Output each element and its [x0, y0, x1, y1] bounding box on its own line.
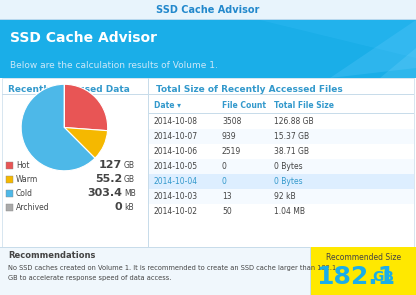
Bar — [311, 247, 416, 295]
Text: kB: kB — [124, 202, 134, 212]
Text: 13: 13 — [222, 192, 232, 201]
Text: 2014-10-03: 2014-10-03 — [154, 192, 198, 201]
Text: 0 Bytes: 0 Bytes — [274, 162, 302, 171]
Text: Archived: Archived — [16, 202, 50, 212]
Text: 0: 0 — [114, 202, 122, 212]
Bar — [149, 173, 414, 174]
Polygon shape — [330, 20, 416, 78]
Bar — [0, 78, 416, 247]
Text: 2014-10-08: 2014-10-08 — [154, 117, 198, 126]
Bar — [0, 0, 416, 20]
Bar — [149, 98, 414, 114]
Bar — [0, 247, 416, 248]
Bar — [0, 247, 416, 295]
Text: 0 Bytes: 0 Bytes — [274, 177, 302, 186]
Text: 50: 50 — [222, 207, 232, 216]
Text: 126.88 GB: 126.88 GB — [274, 117, 314, 126]
Bar — [149, 114, 414, 129]
Text: Total File Size: Total File Size — [274, 101, 334, 111]
Text: File Count: File Count — [222, 101, 266, 111]
Text: Total Size of Recently Accessed Files: Total Size of Recently Accessed Files — [156, 84, 343, 94]
Bar — [148, 78, 149, 247]
Text: 127: 127 — [99, 160, 122, 170]
Text: Recently Accessed Data: Recently Accessed Data — [8, 84, 130, 94]
Text: 15.37 GB: 15.37 GB — [274, 132, 309, 141]
Bar — [149, 144, 414, 159]
Bar — [6, 176, 13, 183]
Bar — [310, 247, 311, 295]
Text: 2014-10-07: 2014-10-07 — [154, 132, 198, 141]
Text: Hot: Hot — [16, 160, 30, 170]
Text: GB to accelerate response speed of data access.: GB to accelerate response speed of data … — [8, 275, 171, 281]
Bar — [149, 129, 414, 144]
Text: 182.1: 182.1 — [316, 265, 395, 289]
Text: GB: GB — [124, 160, 135, 170]
Text: SSD Cache Advisor: SSD Cache Advisor — [156, 5, 260, 15]
Wedge shape — [64, 127, 108, 158]
Text: Recommended Size: Recommended Size — [326, 253, 401, 263]
Text: 1.04 MB: 1.04 MB — [274, 207, 305, 216]
Polygon shape — [260, 20, 416, 58]
Bar — [149, 113, 414, 114]
Bar — [0, 19, 416, 20]
Text: No SSD caches created on Volume 1. It is recommended to create an SSD cache larg: No SSD caches created on Volume 1. It is… — [8, 265, 336, 271]
Bar — [6, 204, 13, 211]
Bar — [2, 78, 414, 247]
Bar — [0, 20, 416, 78]
Text: 92 kB: 92 kB — [274, 192, 296, 201]
Bar — [149, 94, 414, 95]
Text: 2014-10-04: 2014-10-04 — [154, 177, 198, 186]
Text: 38.71 GB: 38.71 GB — [274, 147, 309, 156]
Text: 939: 939 — [222, 132, 237, 141]
Bar — [149, 174, 414, 189]
Bar — [149, 159, 414, 174]
Wedge shape — [64, 84, 108, 131]
Polygon shape — [380, 48, 416, 78]
Text: Warm: Warm — [16, 175, 38, 183]
Bar — [6, 161, 13, 168]
Wedge shape — [21, 84, 95, 171]
Text: Recommendations: Recommendations — [8, 252, 95, 260]
Text: MB: MB — [124, 189, 136, 197]
Text: Date ▾: Date ▾ — [154, 101, 181, 111]
Text: SSD Cache Advisor: SSD Cache Advisor — [10, 31, 157, 45]
Text: 2014-10-02: 2014-10-02 — [154, 207, 198, 216]
Text: Cold: Cold — [16, 189, 33, 197]
Text: 2014-10-06: 2014-10-06 — [154, 147, 198, 156]
Text: GB: GB — [124, 175, 135, 183]
Text: 3508: 3508 — [222, 117, 241, 126]
Text: 55.2: 55.2 — [95, 174, 122, 184]
Bar — [2, 94, 148, 95]
Text: GB: GB — [372, 270, 394, 284]
Text: 2014-10-05: 2014-10-05 — [154, 162, 198, 171]
Bar — [149, 204, 414, 219]
Bar — [149, 189, 414, 204]
Text: 2519: 2519 — [222, 147, 241, 156]
Bar — [6, 189, 13, 196]
Text: Below are the calculation results of Volume 1.: Below are the calculation results of Vol… — [10, 61, 218, 71]
Text: 303.4: 303.4 — [87, 188, 122, 198]
Text: 0: 0 — [222, 162, 227, 171]
Text: 0: 0 — [222, 177, 227, 186]
